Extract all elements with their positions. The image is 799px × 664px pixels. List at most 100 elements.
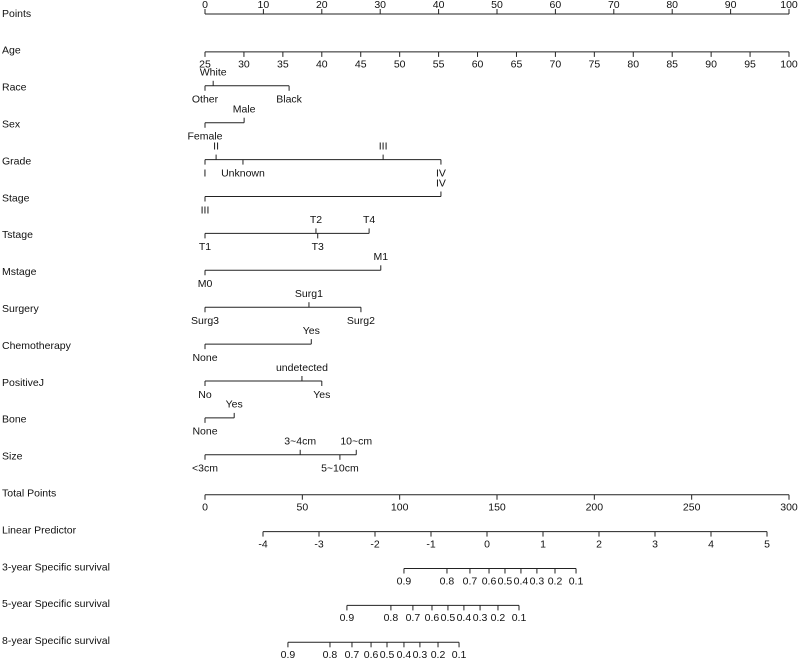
tick-label: 0.1 bbox=[569, 575, 584, 587]
row-label: 8-year Specific survival bbox=[2, 635, 110, 647]
tick-label: 60 bbox=[550, 0, 562, 11]
level-label: White bbox=[200, 67, 227, 79]
tick-label: 0 bbox=[484, 538, 490, 550]
level-label: 3~4cm bbox=[284, 436, 316, 448]
level-label: Unknown bbox=[221, 167, 265, 179]
tick-label: 95 bbox=[744, 59, 756, 71]
level-label: None bbox=[192, 352, 217, 364]
tick-label: 0.7 bbox=[345, 649, 360, 661]
tick-label: 75 bbox=[588, 59, 600, 71]
row-label: Surgery bbox=[2, 303, 40, 315]
tick-label: 60 bbox=[472, 59, 484, 71]
tick-label: 30 bbox=[238, 59, 250, 71]
level-label: No bbox=[198, 389, 212, 401]
tick-label: 0.5 bbox=[441, 612, 456, 624]
tick-label: 50 bbox=[394, 59, 406, 71]
tick-label: 0.3 bbox=[473, 612, 488, 624]
row-label: Chemotherapy bbox=[2, 340, 72, 352]
tick-label: 30 bbox=[374, 0, 386, 11]
level-label: Surg2 bbox=[347, 315, 375, 327]
row-label: Tstage bbox=[2, 229, 33, 241]
tick-label: 70 bbox=[550, 59, 562, 71]
level-label: Surg3 bbox=[191, 315, 219, 327]
level-label: T4 bbox=[363, 214, 375, 226]
tick-label: 35 bbox=[277, 59, 289, 71]
tick-label: 5 bbox=[764, 538, 770, 550]
row-label: Grade bbox=[2, 155, 31, 167]
tick-label: 45 bbox=[355, 59, 367, 71]
row-label: Sex bbox=[2, 118, 21, 130]
row-label: Total Points bbox=[2, 487, 56, 499]
level-label: 10~cm bbox=[340, 436, 372, 448]
tick-label: 0.9 bbox=[340, 612, 355, 624]
tick-label: 0.2 bbox=[491, 612, 506, 624]
row-label: 5-year Specific survival bbox=[2, 598, 110, 610]
tick-label: 70 bbox=[608, 0, 620, 11]
level-label: Female bbox=[187, 130, 222, 142]
tick-label: 100 bbox=[391, 501, 409, 513]
level-label: Male bbox=[233, 103, 256, 115]
level-label: Yes bbox=[313, 389, 330, 401]
level-label: Surg1 bbox=[295, 288, 323, 300]
tick-label: 0.5 bbox=[380, 649, 395, 661]
level-label: III bbox=[379, 140, 388, 152]
level-label: III bbox=[201, 204, 210, 216]
tick-label: 1 bbox=[540, 538, 546, 550]
tick-label: 90 bbox=[705, 59, 717, 71]
tick-label: 150 bbox=[488, 501, 506, 513]
tick-label: 0 bbox=[202, 0, 208, 11]
tick-label: 200 bbox=[586, 501, 604, 513]
level-label: Yes bbox=[226, 399, 243, 411]
tick-label: -4 bbox=[258, 538, 267, 550]
tick-label: 40 bbox=[316, 59, 328, 71]
tick-label: 0.5 bbox=[498, 575, 513, 587]
tick-label: 80 bbox=[627, 59, 639, 71]
tick-label: 0.7 bbox=[406, 612, 421, 624]
level-label: Yes bbox=[303, 325, 320, 337]
level-label: M0 bbox=[198, 278, 213, 290]
level-label: 5~10cm bbox=[321, 463, 359, 475]
level-label: M1 bbox=[373, 251, 388, 263]
tick-label: 100 bbox=[780, 0, 798, 11]
row-label: Mstage bbox=[2, 266, 37, 278]
level-label: undetected bbox=[276, 362, 328, 374]
tick-label: 300 bbox=[780, 501, 798, 513]
tick-label: 0.4 bbox=[397, 649, 412, 661]
level-label: T2 bbox=[310, 214, 322, 226]
row-label: Linear Predictor bbox=[2, 524, 77, 536]
tick-label: 0.6 bbox=[425, 612, 440, 624]
tick-label: 0.8 bbox=[440, 575, 455, 587]
tick-label: 0.3 bbox=[413, 649, 428, 661]
tick-label: 0.4 bbox=[514, 575, 529, 587]
tick-label: 0.4 bbox=[457, 612, 472, 624]
tick-label: 0.2 bbox=[548, 575, 563, 587]
row-label: Size bbox=[2, 451, 23, 463]
tick-label: 85 bbox=[666, 59, 678, 71]
tick-label: 0 bbox=[202, 501, 208, 513]
tick-label: 80 bbox=[666, 0, 678, 11]
level-label: IV bbox=[436, 167, 446, 179]
tick-label: 10 bbox=[258, 0, 270, 11]
level-label: Other bbox=[192, 94, 219, 106]
row-label: Race bbox=[2, 82, 27, 94]
tick-label: 25 bbox=[199, 59, 211, 71]
tick-label: 90 bbox=[725, 0, 737, 11]
tick-label: 4 bbox=[708, 538, 714, 550]
level-label: Black bbox=[276, 94, 302, 106]
tick-label: 0.1 bbox=[512, 612, 527, 624]
row-label: Bone bbox=[2, 414, 27, 426]
tick-label: 2 bbox=[596, 538, 602, 550]
tick-label: -2 bbox=[370, 538, 379, 550]
tick-label: 55 bbox=[433, 59, 445, 71]
row-label: Stage bbox=[2, 192, 30, 204]
tick-label: 50 bbox=[296, 501, 308, 513]
tick-label: 20 bbox=[316, 0, 328, 11]
row-label: PositiveJ bbox=[2, 377, 44, 389]
tick-label: -3 bbox=[314, 538, 323, 550]
tick-label: 40 bbox=[433, 0, 445, 11]
tick-label: 65 bbox=[511, 59, 523, 71]
tick-label: 0.6 bbox=[482, 575, 497, 587]
tick-label: 0.9 bbox=[281, 649, 296, 661]
row-label: 3-year Specific survival bbox=[2, 561, 110, 573]
